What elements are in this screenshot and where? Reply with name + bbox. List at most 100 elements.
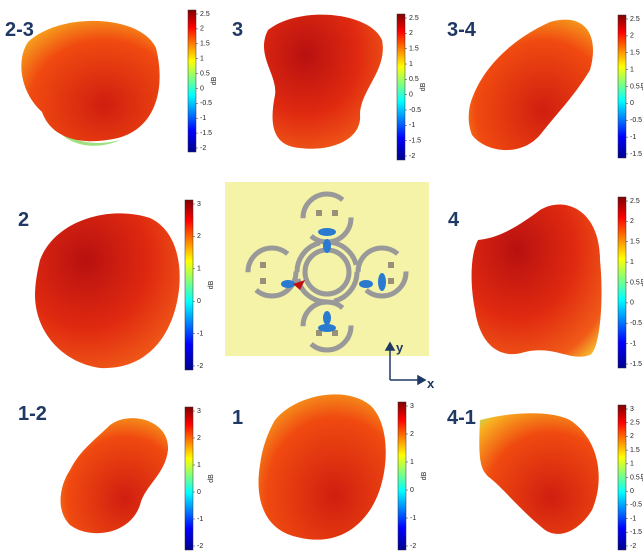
colorbar-tick-label: 2.5 (630, 198, 640, 205)
colorbar-tick-label: 0.5 (630, 83, 640, 90)
colorbar-tick-label: -0.5 (630, 320, 642, 327)
colorbar-tick-label: 3 (197, 201, 201, 208)
colorbar-tick-label: 1 (409, 61, 413, 68)
colorbar-unit: dB (420, 82, 427, 91)
colorbar-tick-label: 0 (200, 85, 204, 92)
colorbar-tick-label: -2 (630, 543, 636, 550)
colorbar-tick-label: -1 (409, 122, 415, 129)
colorbar-tick-label: -1.5 (630, 361, 642, 368)
colorbar-unit: dB (421, 471, 428, 480)
colorbar-tick-label: 2.5 (630, 420, 640, 427)
colorbar-tick-label: 2 (409, 30, 413, 37)
colorbar-tick-label: -0.5 (200, 100, 212, 107)
colorbar-tick-label: 0.5 (409, 76, 419, 83)
colorbar-unit: dB (208, 280, 215, 289)
pattern-blob (60, 418, 169, 534)
colorbar-tick-label: -1 (630, 515, 636, 522)
patterns (21, 14, 602, 540)
colorbar-tick-label: -2 (200, 145, 206, 152)
colorbar-tick-label: -0.5 (630, 502, 642, 509)
colorbar-tick-label: 0 (410, 487, 414, 494)
colorbar-tick-label: 2 (630, 218, 634, 225)
colorbar-tick-label: -1.5 (200, 130, 212, 137)
axis-x-label: x (427, 376, 435, 391)
colorbar-tick-label: 1 (630, 66, 634, 73)
colorbar-tick-label: -0.5 (409, 107, 421, 114)
panel-label: 1-2 (18, 403, 47, 425)
colorbar-unit: dB (641, 278, 643, 287)
colorbar-tick-label: 2.5 (409, 15, 419, 22)
colorbar-tick-label: 0 (409, 92, 413, 99)
colorbar-tick-label: 2 (410, 431, 414, 438)
antenna-diagram: x y (225, 182, 435, 391)
pattern-blob (35, 213, 180, 369)
pattern-blob (50, 115, 120, 146)
colorbar-tick-label: 1 (410, 459, 414, 466)
colorbar-tick-label: -1 (200, 115, 206, 122)
colorbar-tick-label: -1 (630, 134, 636, 141)
axis-y-label: y (396, 340, 404, 355)
colorbar-tick-label: 0 (630, 100, 634, 107)
colorbar-unit: dB (211, 76, 218, 85)
panel-label: 4-1 (447, 407, 476, 429)
colorbar-tick-label: -1 (197, 516, 203, 523)
colorbar (184, 199, 194, 371)
colorbar-tick-label: 3 (197, 408, 201, 415)
colorbar-tick-label: 0 (197, 489, 201, 496)
colorbar-tick-label: 0.5 (630, 474, 640, 481)
pattern-blob (263, 14, 383, 149)
colorbar-tick-label: 3 (410, 403, 414, 410)
colorbar (617, 196, 627, 369)
panel-label: 3 (232, 19, 243, 41)
colorbar (617, 14, 627, 159)
panel-label: 1 (232, 407, 243, 429)
colorbar-unit: dB (208, 474, 215, 483)
colorbar (184, 406, 194, 551)
colorbar-tick-label: 2 (630, 33, 634, 40)
colorbar-tick-label: -1 (197, 330, 203, 337)
colorbar-tick-label: 1.5 (409, 46, 419, 53)
colorbar (396, 13, 406, 161)
colorbar-unit: dB (641, 82, 643, 91)
colorbar-tick-label: 1 (630, 259, 634, 266)
pattern-blob (21, 20, 160, 142)
colorbar-tick-label: 1.5 (200, 41, 210, 48)
colorbar-tick-label: 2.5 (200, 11, 210, 18)
colorbar-tick-label: -0.5 (630, 117, 642, 124)
colorbar-tick-label: -2 (197, 543, 203, 550)
colorbar-unit: dB (641, 473, 643, 482)
colorbar-tick-label: 1 (197, 266, 201, 273)
colorbar-tick-label: 2 (197, 435, 201, 442)
pattern-blob (479, 413, 599, 534)
colorbar-tick-label: 2 (630, 433, 634, 440)
panel-label: 2 (18, 209, 29, 231)
colorbar-tick-label: 1 (200, 56, 204, 63)
colorbar-tick-label: 2.5 (630, 16, 640, 23)
colorbar-tick-label: -1.5 (409, 138, 421, 145)
colorbar (397, 401, 407, 551)
colorbar-tick-label: 3 (630, 406, 634, 413)
colorbar-tick-label: 0.5 (200, 70, 210, 77)
panel-label: 4 (448, 209, 460, 231)
colorbar (617, 404, 627, 551)
colorbar (187, 9, 197, 153)
colorbar-tick-label: 0 (197, 298, 201, 305)
colorbar-tick-label: 1 (197, 462, 201, 469)
pattern-blob (468, 19, 594, 151)
colorbar-tick-label: 0 (630, 300, 634, 307)
colorbar-tick-label: 1.5 (630, 239, 640, 246)
pattern-blob (471, 204, 602, 357)
panel-label: 3-4 (447, 19, 477, 41)
pattern-blob (258, 394, 386, 540)
panel-label: 2-3 (5, 19, 34, 41)
colorbar-tick-label: 1.5 (630, 50, 640, 57)
colorbar-tick-label: -2 (409, 153, 415, 160)
colorbar-tick-label: -1 (410, 515, 416, 522)
colorbar-tick-label: -2 (197, 363, 203, 370)
colorbar-tick-label: -1.5 (630, 151, 642, 158)
colorbar-tick-label: 0.5 (630, 279, 640, 286)
colorbar-tick-label: 1.5 (630, 447, 640, 454)
colorbar-tick-label: -1 (630, 340, 636, 347)
colorbar-tick-label: 0 (630, 488, 634, 495)
